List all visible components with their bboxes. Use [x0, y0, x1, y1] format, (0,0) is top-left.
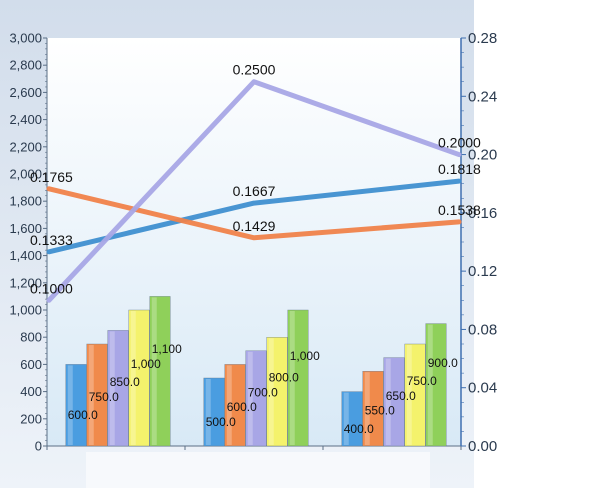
bar: [224, 364, 246, 447]
y-left-tick-label: 2,800: [9, 58, 42, 73]
bar-data-label: 550.0: [365, 404, 395, 418]
axes: 0 200 400 600 800 1,000 1,200 1,400 1,600 1,800 2,…: [9, 30, 497, 455]
y-left-tick-label: 1,200: [9, 275, 42, 290]
bar-data-label: 1,000: [131, 357, 161, 371]
line-series: [46, 178, 462, 255]
bar-data-label: 800.0: [269, 371, 299, 385]
line-data-label: 0.1818: [438, 161, 481, 177]
bar-highlight: [427, 324, 433, 445]
y-right-tick-label: 0.16: [468, 205, 497, 222]
bar-highlight: [406, 345, 412, 445]
bar: [287, 309, 309, 447]
y-left-tick-label: 1,400: [9, 248, 42, 263]
bar: [107, 330, 129, 447]
bar-highlight: [364, 372, 370, 445]
bar-highlight: [385, 358, 391, 445]
bottom-white-strip: [86, 452, 430, 488]
bar-highlight: [151, 297, 157, 445]
y-left-tick-label: 400: [20, 384, 42, 399]
bar-highlight: [130, 311, 136, 445]
line-data-label: 0.2500: [233, 62, 276, 78]
bar: [425, 323, 447, 447]
bar-data-label: 400.0: [344, 422, 374, 436]
y-left-tick-label: 1,600: [9, 221, 42, 236]
bar-data-label: 1,100: [152, 342, 182, 356]
bar-highlight: [67, 365, 73, 445]
y-right-tick-label: 0.20: [468, 147, 497, 164]
line-series: [46, 186, 462, 241]
bar-highlight: [88, 345, 94, 445]
bar-data-label: 600.0: [227, 400, 257, 414]
bar: [245, 350, 267, 447]
y-left-tick-label: 600: [20, 357, 42, 372]
bars: [65, 296, 447, 447]
bar: [341, 391, 363, 447]
line-data-label: 0.1765: [30, 169, 73, 185]
bar-data-label: 700.0: [248, 385, 278, 399]
y-left-tick-label: 1,000: [9, 303, 42, 318]
bar-highlight: [289, 311, 295, 445]
bar-data-label: 600.0: [68, 408, 98, 422]
y-left-tick-label: 800: [20, 330, 42, 345]
line-data-label: 0.1000: [30, 280, 73, 296]
y-right-tick-label: 0.04: [468, 380, 497, 397]
bar-data-label: 650.0: [386, 389, 416, 403]
bar-data-label: 850.0: [110, 375, 140, 389]
bar: [362, 371, 384, 447]
bar-data-label: 900.0: [428, 356, 458, 370]
bar-highlight: [343, 392, 349, 445]
y-left-tick-label: 200: [20, 411, 42, 426]
line-data-label: 0.1538: [438, 202, 481, 218]
y-right-tick-label: 0.28: [468, 30, 497, 47]
y-left-tick-label: 2,600: [9, 85, 42, 100]
bar-highlight: [247, 351, 253, 445]
bar-highlight: [205, 379, 211, 445]
bar: [203, 377, 225, 447]
y-left-tick-label: 1,800: [9, 194, 42, 209]
bar: [86, 343, 108, 447]
y-right-tick-label: 0.00: [468, 438, 497, 455]
line-data-label: 0.1667: [233, 183, 276, 199]
line-data-label: 0.2000: [438, 135, 481, 151]
bar: [266, 337, 288, 447]
y-right-tick-label: 0.08: [468, 321, 497, 338]
line-data-label: 0.1429: [233, 218, 276, 234]
bar-data-label: 1,000: [290, 349, 320, 363]
y-left-tick-label: 0: [35, 439, 42, 454]
line-series: [46, 79, 462, 303]
bar: [404, 343, 426, 447]
lines: [46, 79, 462, 303]
bar: [65, 364, 87, 447]
bar-data-label: 750.0: [89, 390, 119, 404]
bar-data-label: 750.0: [407, 374, 437, 388]
y-right-tick-label: 0.12: [468, 263, 497, 280]
y-left-tick-label: 2,000: [9, 167, 42, 182]
bar-data-label: 500.0: [206, 415, 236, 429]
y-right-tick-label: 0.24: [468, 88, 497, 105]
bar-highlight: [268, 338, 274, 445]
y-left-tick-label: 3,000: [9, 31, 42, 46]
bar-highlight: [226, 365, 232, 445]
y-left-tick-label: 2,200: [9, 139, 42, 154]
data-labels: 600.0750.0850.01,0001,100500.0600.0700.0…: [30, 62, 481, 436]
line-data-label: 0.1333: [30, 232, 73, 248]
y-left-tick-label: 2,400: [9, 112, 42, 127]
bar: [383, 357, 405, 447]
bar-highlight: [109, 331, 115, 445]
bar: [128, 309, 150, 447]
bar: [149, 296, 171, 447]
